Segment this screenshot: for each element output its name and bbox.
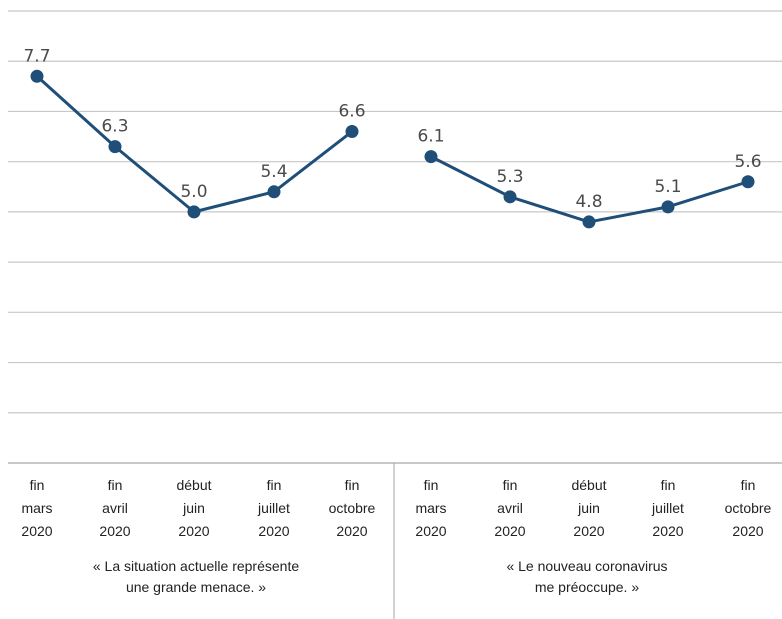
x-tick-label: 2020 (336, 523, 367, 539)
x-tick-label: 2020 (732, 523, 763, 539)
data-label: 5.6 (734, 152, 761, 172)
x-tick-label: 2020 (99, 523, 130, 539)
data-point (267, 185, 281, 199)
data-point (503, 190, 517, 204)
data-label: 5.3 (496, 167, 523, 187)
x-tick-label: juin (577, 500, 600, 516)
x-tick-label: avril (497, 500, 523, 516)
data-point (424, 150, 438, 164)
x-tick-label: 2020 (21, 523, 52, 539)
data-point (582, 215, 596, 229)
x-tick-label: fin (267, 477, 282, 493)
x-tick-label: juin (182, 500, 205, 516)
x-tick-label: début (571, 477, 606, 493)
x-tick-label: 2020 (494, 523, 525, 539)
x-tick-label: fin (108, 477, 123, 493)
x-tick-label: début (176, 477, 211, 493)
x-tick-label: fin (424, 477, 439, 493)
data-label: 6.3 (101, 117, 128, 137)
x-tick-label: 2020 (573, 523, 604, 539)
x-tick-label: mars (21, 500, 52, 516)
x-tick-label: fin (661, 477, 676, 493)
group-title: une grande menace. » (126, 579, 266, 595)
group-title: « La situation actuelle représente (93, 558, 299, 574)
data-label: 5.0 (180, 182, 207, 202)
data-point (661, 200, 675, 214)
data-label: 5.4 (260, 162, 287, 182)
x-tick-label: juillet (651, 500, 684, 516)
x-tick-label: fin (503, 477, 518, 493)
x-tick-label: juillet (257, 500, 290, 516)
x-tick-label: 2020 (178, 523, 209, 539)
data-label: 4.8 (575, 192, 602, 212)
x-tick-label: octobre (329, 500, 376, 516)
x-tick-label: fin (741, 477, 756, 493)
data-label: 7.7 (23, 46, 50, 66)
x-tick-label: 2020 (258, 523, 289, 539)
x-tick-label: fin (345, 477, 360, 493)
data-point (345, 125, 359, 139)
x-tick-label: 2020 (415, 523, 446, 539)
x-tick-label: octobre (725, 500, 772, 516)
x-tick-label: mars (415, 500, 446, 516)
x-tick-label: avril (102, 500, 128, 516)
data-point (741, 175, 755, 189)
group-title: « Le nouveau coronavirus (506, 558, 667, 574)
data-point (187, 205, 201, 219)
data-label: 6.6 (338, 102, 365, 122)
x-tick-label: fin (30, 477, 45, 493)
x-tick-label: 2020 (652, 523, 683, 539)
data-point (108, 140, 122, 154)
group-title: me préoccupe. » (535, 579, 639, 595)
data-point (30, 69, 44, 83)
data-label: 6.1 (417, 127, 444, 147)
data-label: 5.1 (654, 177, 681, 197)
